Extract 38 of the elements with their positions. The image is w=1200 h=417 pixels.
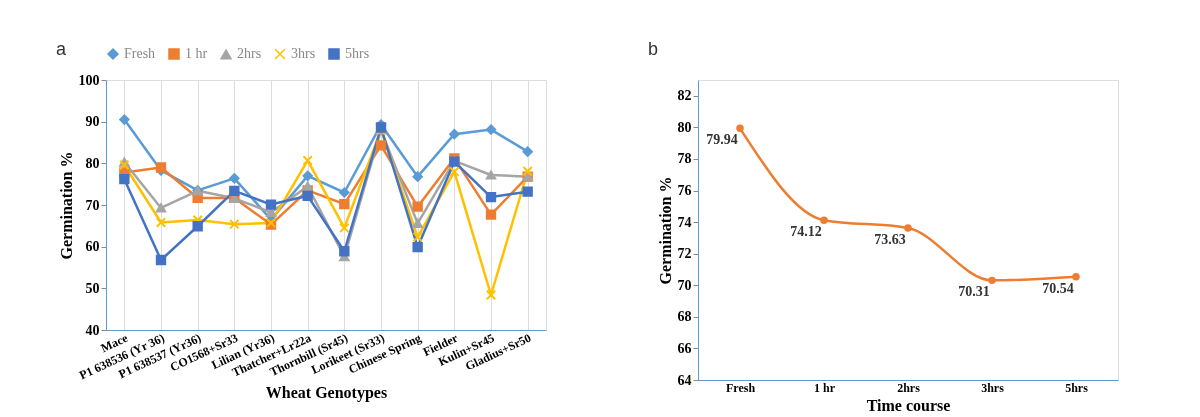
y-tick-label: 72 — [677, 246, 692, 262]
y-tick-label: 100 — [78, 72, 100, 88]
legend-label: Fresh — [124, 46, 156, 61]
data-label: 70.31 — [958, 284, 990, 300]
y-axis-title: Germination % — [57, 151, 75, 260]
x-tick-label: 1 hr — [814, 380, 836, 395]
y-tick-label: 66 — [677, 340, 692, 356]
legend-label: 3hrs — [291, 46, 316, 61]
x-tick-label: 2hrs — [897, 380, 921, 395]
data-label: 73.63 — [874, 231, 906, 247]
data-label: 74.12 — [790, 224, 822, 240]
y-tick-label: 68 — [677, 309, 692, 325]
x-axis-title: Wheat Genotypes — [265, 384, 388, 403]
data-label: 79.94 — [706, 132, 738, 148]
y-tick-label: 80 — [85, 155, 100, 171]
x-axis-title: Time course — [866, 396, 951, 414]
x-tick-label: Fresh — [725, 380, 756, 395]
legend-label: 1 hr — [185, 46, 208, 61]
data-label: 70.54 — [1042, 280, 1074, 296]
y-tick-label: 64 — [677, 372, 692, 388]
y-tick-label: 80 — [677, 119, 692, 135]
y-axis-title: Germination % — [656, 176, 674, 285]
y-tick-label: 74 — [677, 214, 692, 230]
text: a — [55, 39, 67, 59]
y-tick-label: 70 — [85, 197, 100, 213]
y-tick-label: 82 — [677, 88, 692, 104]
y-tick-label: 78 — [677, 151, 692, 167]
text: b — [647, 39, 659, 59]
legend-label: 2hrs — [237, 46, 262, 62]
y-tick-label: 60 — [85, 239, 100, 255]
y-tick-label: 90 — [85, 114, 100, 130]
y-tick-label: 50 — [85, 280, 100, 296]
y-tick-label: 40 — [85, 322, 100, 338]
y-tick-label: 76 — [677, 183, 692, 199]
x-tick-label: 5hrs — [1065, 380, 1089, 395]
y-tick-label: 70 — [677, 277, 692, 293]
x-tick-label: 3hrs — [981, 380, 1005, 395]
legend-label: 5hrs — [345, 46, 370, 61]
